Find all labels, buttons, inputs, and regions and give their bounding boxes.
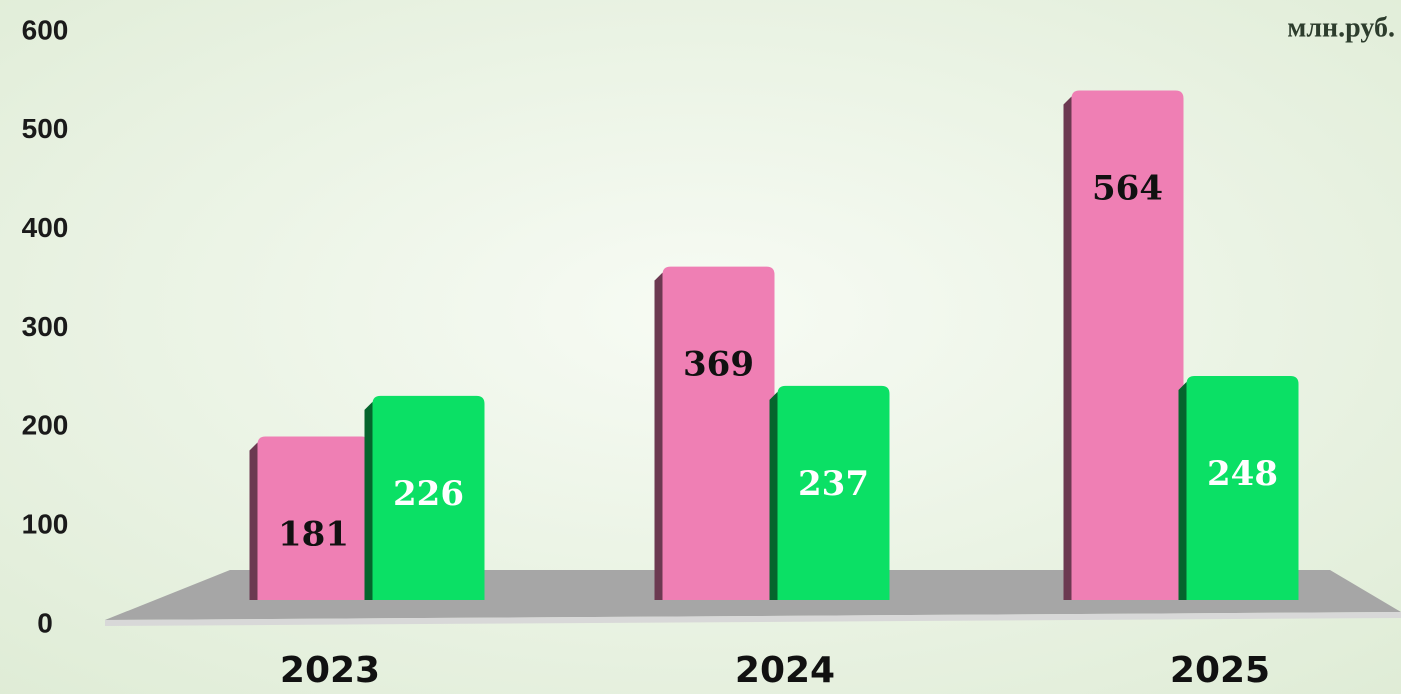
value-label: 226 xyxy=(393,474,464,514)
bar-side xyxy=(364,401,373,600)
bar-side xyxy=(249,442,258,600)
x-tick-label: 2024 xyxy=(735,650,835,691)
value-label: 181 xyxy=(278,514,349,554)
bar-side xyxy=(769,391,778,600)
bar xyxy=(372,395,485,600)
y-tick-label: 500 xyxy=(22,113,69,144)
floor-edge xyxy=(105,612,1401,626)
value-label: 369 xyxy=(683,345,754,385)
bar xyxy=(257,436,370,600)
value-label: 237 xyxy=(798,464,869,504)
value-label: 564 xyxy=(1092,169,1163,209)
bar xyxy=(1186,375,1299,600)
y-tick-label: 300 xyxy=(22,311,69,342)
y-tick-label: 600 xyxy=(22,14,69,45)
bar-side xyxy=(1063,96,1072,601)
value-label: 248 xyxy=(1207,454,1278,494)
x-tick-label: 2025 xyxy=(1170,650,1270,691)
bar xyxy=(1071,90,1184,601)
unit-label: млн.руб. xyxy=(1287,12,1395,43)
y-tick-label: 100 xyxy=(22,509,69,540)
bar xyxy=(662,266,775,600)
x-tick-label: 2023 xyxy=(280,650,380,691)
y-tick-label: 0 xyxy=(37,607,53,638)
y-tick-label: 400 xyxy=(22,212,69,243)
bar xyxy=(777,385,890,600)
bar-side xyxy=(1178,381,1187,600)
bar-side xyxy=(654,272,663,600)
y-tick-label: 200 xyxy=(22,410,69,441)
